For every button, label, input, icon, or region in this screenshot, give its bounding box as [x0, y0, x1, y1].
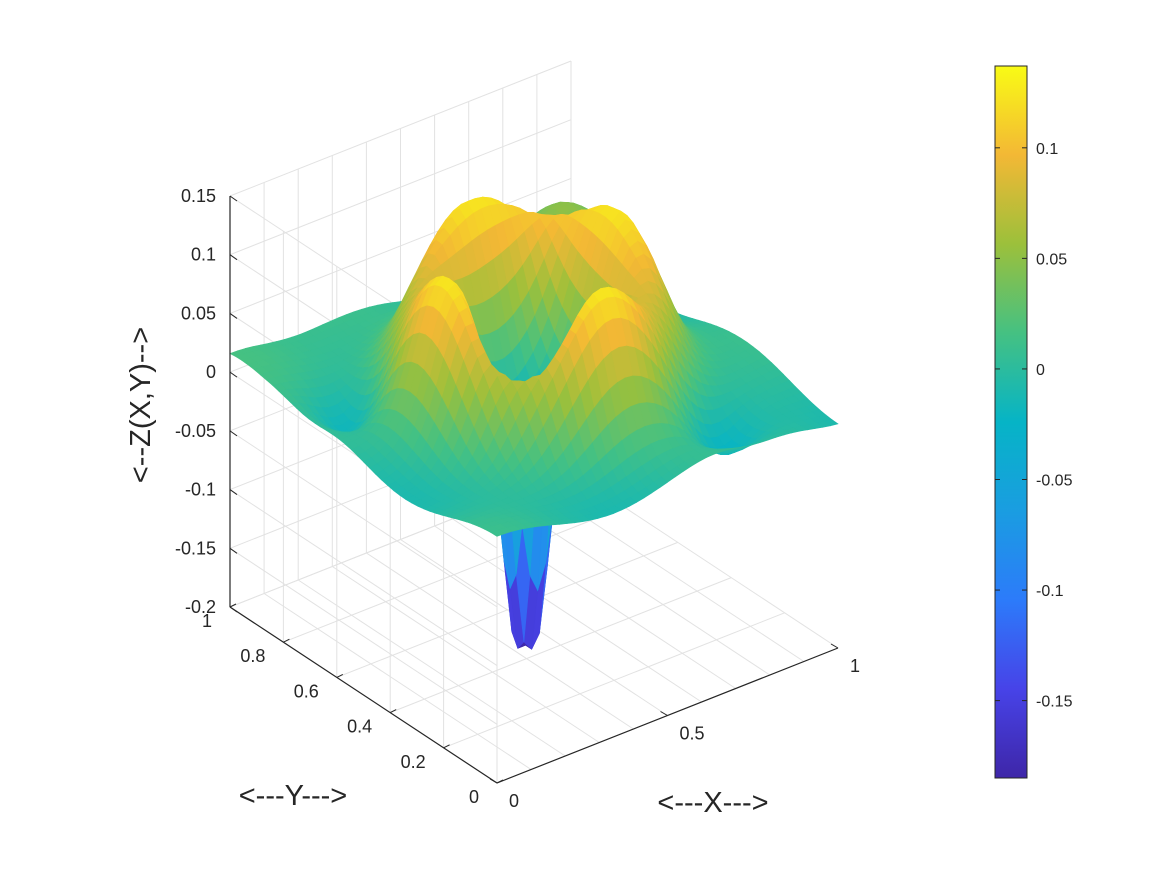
z-tick-label: -0.05 — [175, 421, 216, 441]
grid-line — [443, 612, 785, 749]
grid-line — [229, 489, 498, 666]
surface-patch — [490, 529, 506, 537]
y-tick-mark — [336, 673, 344, 678]
z-tick-mark — [229, 195, 238, 202]
grid-line — [283, 506, 625, 643]
colorbar-ticks: -0.15 -0.1 -0.05 0 0.05 0.1 — [995, 141, 1073, 711]
y-axis-line — [229, 606, 498, 784]
grid-line — [229, 430, 498, 608]
z-tick-mark — [229, 547, 238, 554]
x-tick-label: 1 — [850, 656, 860, 676]
z-tick-label: 0 — [206, 362, 216, 382]
grid-line — [263, 593, 532, 770]
grid-line — [229, 547, 498, 725]
colorbar-tick-label: -0.05 — [1036, 472, 1073, 489]
grid-line — [297, 579, 566, 757]
x-tick-mark — [830, 643, 839, 649]
z-tick-labels: -0.2 -0.15 -0.1 -0.05 0 0.05 0.1 0.15 — [175, 186, 216, 617]
y-tick-label: 0.4 — [347, 717, 372, 737]
x-tick-labels: 00.51 — [509, 656, 860, 811]
colorbar: -0.15 -0.1 -0.05 0 0.05 0.1 — [994, 65, 1073, 779]
z-tick-mark — [229, 313, 238, 319]
z-tick-label: 0.15 — [181, 186, 216, 206]
z-tick-label: -0.1 — [185, 480, 216, 500]
y-axis-label: <---Y---> — [239, 780, 348, 812]
colorbar-gradient — [994, 65, 1028, 779]
y-tick-mark — [283, 638, 290, 643]
colorbar-tick-label: -0.15 — [1036, 694, 1073, 711]
y-tick-label: 0.2 — [401, 752, 426, 772]
z-tick-mark — [229, 606, 238, 613]
x-tick-mark — [489, 778, 498, 784]
x-tick-mark — [660, 711, 668, 716]
colorbar-tick-label: 0.05 — [1036, 251, 1067, 268]
colorbar-tick-label: -0.1 — [1036, 583, 1064, 600]
z-axis-label: <--Z(X,Y)--> — [125, 327, 157, 483]
axes-lines — [229, 195, 839, 784]
y-tick-label: 1 — [202, 611, 212, 631]
z-tick-label: 0.1 — [191, 245, 216, 265]
x-tick-label: 0.5 — [680, 724, 705, 744]
z-tick-mark — [229, 430, 238, 437]
grid-line — [390, 577, 732, 714]
x-tick-label: 0 — [509, 791, 519, 811]
y-tick-label: 0.6 — [294, 681, 319, 701]
surface-plot — [229, 196, 839, 650]
z-tick-mark — [229, 371, 238, 378]
y-tick-mark — [389, 709, 397, 714]
grid-line — [434, 525, 702, 703]
y-tick-mark — [496, 779, 504, 784]
colorbar-tick-label: 0 — [1036, 362, 1045, 379]
y-tick-labels: 0 0.2 0.4 0.6 0.8 1 — [202, 611, 479, 807]
y-tick-mark — [443, 744, 450, 749]
grid-line — [336, 541, 678, 678]
colorbar-tick-label: 0.1 — [1036, 141, 1058, 158]
grid-line — [332, 566, 600, 743]
z-tick-label: -0.2 — [185, 597, 216, 617]
y-tick-label: 0.8 — [240, 646, 265, 666]
grid-line — [366, 552, 634, 730]
y-tick-mark — [229, 603, 237, 608]
z-tick-label: -0.15 — [175, 538, 216, 558]
z-tick-mark — [229, 489, 238, 495]
y-tick-label: 0 — [469, 787, 479, 807]
z-tick-mark — [229, 254, 238, 261]
x-axis-label: <---X---> — [657, 787, 768, 819]
z-tick-label: 0.05 — [181, 303, 216, 323]
